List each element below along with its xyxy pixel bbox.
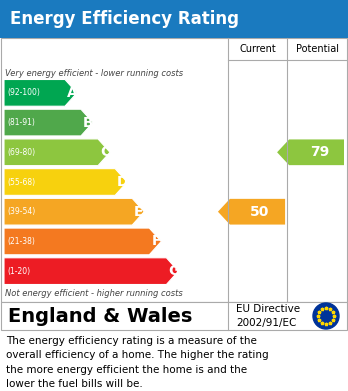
Bar <box>1 302 347 330</box>
Text: Current: Current <box>239 44 276 54</box>
Text: Energy Efficiency Rating: Energy Efficiency Rating <box>10 10 239 28</box>
Polygon shape <box>4 79 77 106</box>
Polygon shape <box>218 199 285 224</box>
Circle shape <box>313 303 339 329</box>
Text: G: G <box>168 264 180 278</box>
Text: 50: 50 <box>250 205 269 219</box>
Text: Not energy efficient - higher running costs: Not energy efficient - higher running co… <box>5 289 183 298</box>
Text: B: B <box>83 116 94 129</box>
Text: (39-54): (39-54) <box>7 207 35 216</box>
Text: (92-100): (92-100) <box>7 88 40 97</box>
Text: E: E <box>134 205 144 219</box>
Text: Potential: Potential <box>296 44 339 54</box>
Polygon shape <box>4 258 179 285</box>
Text: EU Directive
2002/91/EC: EU Directive 2002/91/EC <box>236 304 300 328</box>
Polygon shape <box>4 228 161 255</box>
Polygon shape <box>4 109 93 136</box>
Text: (21-38): (21-38) <box>7 237 35 246</box>
Text: (55-68): (55-68) <box>7 178 35 187</box>
Polygon shape <box>4 198 144 225</box>
Text: (1-20): (1-20) <box>7 267 30 276</box>
Text: The energy efficiency rating is a measure of the
overall efficiency of a home. T: The energy efficiency rating is a measur… <box>6 336 269 389</box>
Text: D: D <box>117 175 129 189</box>
Text: (69-80): (69-80) <box>7 148 35 157</box>
Polygon shape <box>277 140 344 165</box>
Text: (81-91): (81-91) <box>7 118 35 127</box>
Text: England & Wales: England & Wales <box>8 307 192 325</box>
Bar <box>0 0 348 38</box>
Text: C: C <box>100 145 110 159</box>
Polygon shape <box>4 169 127 196</box>
Polygon shape <box>4 139 110 166</box>
Text: 79: 79 <box>310 145 329 159</box>
Bar <box>1 38 347 302</box>
Text: Very energy efficient - lower running costs: Very energy efficient - lower running co… <box>5 68 183 77</box>
Text: F: F <box>151 235 161 248</box>
Text: A: A <box>67 86 78 100</box>
